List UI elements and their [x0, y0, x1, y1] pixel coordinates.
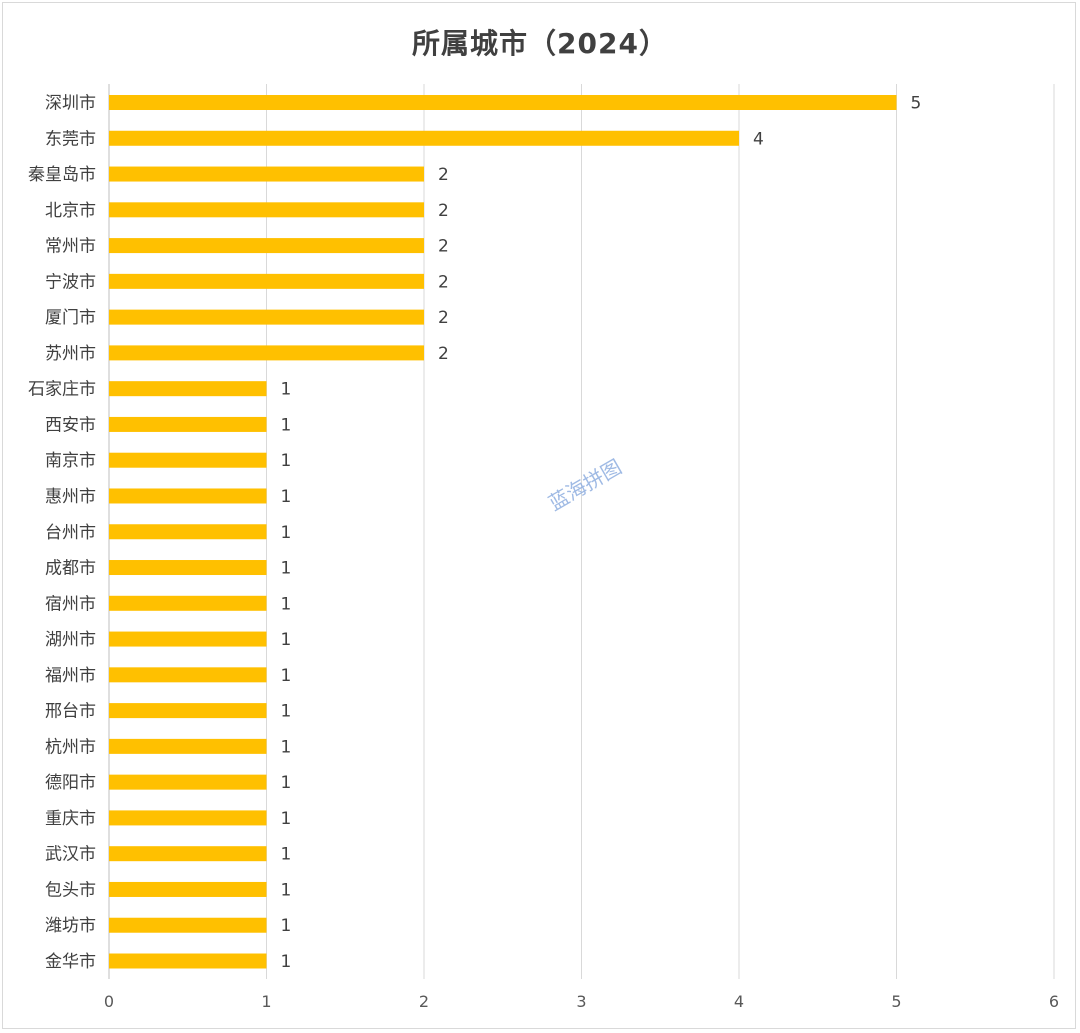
- category-label: 福州市: [45, 666, 96, 686]
- category-label: 包头市: [45, 880, 96, 900]
- bar: [109, 917, 267, 933]
- bar: [109, 273, 424, 289]
- category-labels: 深圳市东莞市秦皇岛市北京市常州市宁波市厦门市苏州市石家庄市西安市南京市惠州市台州…: [28, 94, 96, 973]
- data-label: 4: [753, 129, 764, 149]
- data-label: 1: [281, 451, 292, 471]
- bar: [109, 703, 267, 719]
- category-label: 惠州市: [45, 487, 96, 507]
- category-label: 邢台市: [45, 702, 96, 722]
- category-label: 南京市: [45, 451, 96, 471]
- data-label: 2: [438, 201, 449, 221]
- x-tick-label: 6: [1049, 992, 1059, 1011]
- x-tick-labels: 0 1 2 3 4 5 6: [104, 992, 1059, 1011]
- bar: [109, 667, 267, 683]
- category-label: 宿州市: [45, 594, 96, 614]
- data-label: 2: [438, 308, 449, 328]
- category-label: 深圳市: [45, 94, 96, 114]
- category-label: 重庆市: [45, 809, 96, 829]
- bar: [109, 166, 424, 182]
- x-tick-label: 5: [891, 992, 901, 1011]
- gridlines: [108, 84, 1055, 979]
- bars: [109, 95, 897, 969]
- bar: [109, 238, 424, 254]
- category-label: 武汉市: [45, 845, 96, 865]
- data-label: 1: [281, 559, 292, 579]
- data-label: 1: [281, 773, 292, 793]
- data-label: 1: [281, 630, 292, 650]
- category-label: 宁波市: [45, 272, 96, 292]
- chart-title: 所属城市（2024）: [412, 27, 668, 60]
- bar: [109, 846, 267, 862]
- category-label: 潍坊市: [45, 916, 96, 936]
- bar: [109, 631, 267, 647]
- data-label: 1: [281, 666, 292, 686]
- data-label: 1: [281, 702, 292, 722]
- data-label: 2: [438, 237, 449, 257]
- category-label: 台州市: [45, 523, 96, 543]
- category-label: 杭州市: [45, 737, 96, 757]
- category-label: 金华市: [45, 952, 96, 972]
- watermark-text: 蓝海拼图: [544, 455, 625, 516]
- category-label: 石家庄市: [28, 380, 96, 400]
- category-label: 西安市: [45, 415, 96, 435]
- bar: [109, 95, 897, 110]
- data-label: 1: [281, 952, 292, 972]
- data-label: 1: [281, 737, 292, 757]
- data-label: 2: [438, 165, 449, 185]
- bar: [109, 309, 424, 325]
- value-labels: 5 4 2 2 2 2 2 2 1 1 1 1 1 1 1 1 1 1 1 1 1 1 1 1 1: [281, 94, 922, 973]
- category-label: 东莞市: [45, 129, 96, 149]
- bar: [109, 416, 267, 432]
- x-tick-label: 3: [576, 992, 586, 1011]
- x-tick-label: 2: [419, 992, 429, 1011]
- x-tick-label: 0: [104, 992, 114, 1011]
- data-label: 1: [281, 487, 292, 507]
- bar: [109, 381, 267, 397]
- data-label: 1: [281, 809, 292, 829]
- data-label: 1: [281, 845, 292, 865]
- category-label: 湖州市: [45, 630, 96, 650]
- bar: [109, 810, 267, 826]
- category-label: 成都市: [45, 559, 96, 579]
- bar: [109, 452, 267, 468]
- category-label: 常州市: [45, 237, 96, 257]
- bar: [109, 774, 267, 790]
- bar: [109, 738, 267, 754]
- bar: [109, 524, 267, 540]
- category-label: 北京市: [45, 201, 96, 221]
- data-label: 1: [281, 916, 292, 936]
- category-label: 厦门市: [45, 308, 96, 328]
- bar: [109, 595, 267, 611]
- data-label: 2: [438, 344, 449, 364]
- data-label: 1: [281, 594, 292, 614]
- bar: [109, 345, 424, 361]
- bar: [109, 881, 267, 897]
- category-label: 德阳市: [45, 773, 96, 793]
- data-label: 1: [281, 415, 292, 435]
- data-label: 1: [281, 380, 292, 400]
- data-label: 1: [281, 880, 292, 900]
- x-tick-label: 1: [261, 992, 271, 1011]
- data-label: 1: [281, 523, 292, 543]
- bar: [109, 560, 267, 576]
- bar: [109, 953, 267, 969]
- category-label: 秦皇岛市: [28, 165, 96, 185]
- bar: [109, 202, 424, 218]
- data-label: 2: [438, 272, 449, 292]
- x-tick-label: 4: [734, 992, 744, 1011]
- bar: [109, 488, 267, 504]
- category-label: 苏州市: [45, 344, 96, 364]
- data-label: 5: [911, 94, 922, 114]
- bar: [109, 130, 739, 146]
